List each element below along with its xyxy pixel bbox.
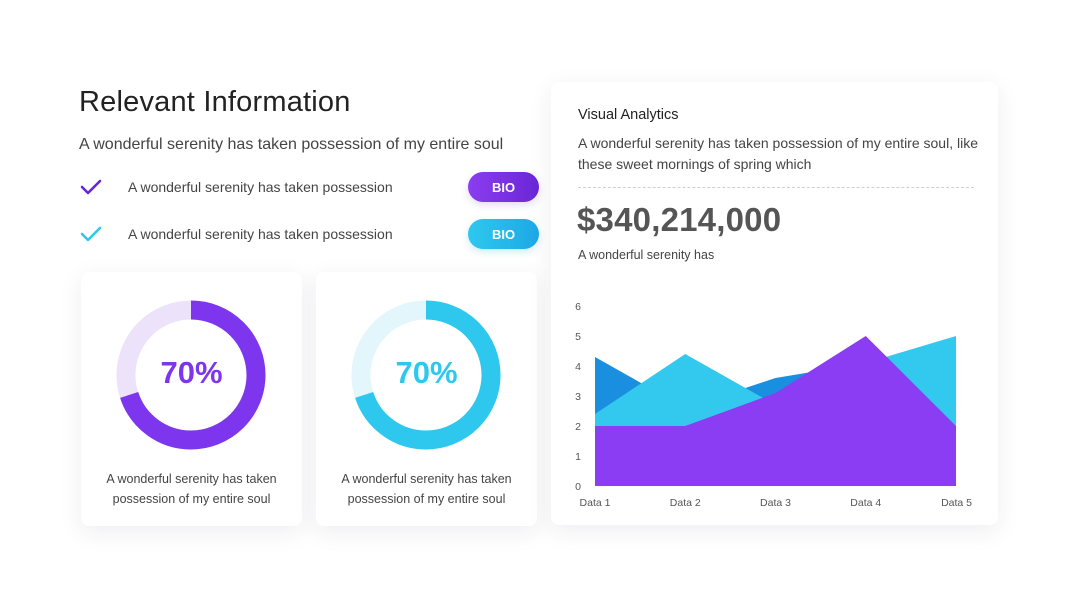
x-tick-label: Data 4 [850,497,881,509]
amount-caption: A wonderful serenity has [578,248,715,262]
y-tick-label: 4 [575,361,581,373]
donut-card-2: 70% A wonderful serenity has taken posse… [316,272,537,526]
donut-caption: A wonderful serenity has taken possessio… [106,472,277,506]
donut-caption: A wonderful serenity has taken possessio… [341,472,512,506]
y-tick-label: 5 [575,331,581,343]
y-tick-label: 2 [575,421,581,433]
area-chart: 0 1 2 3 4 5 6 Data 1 Data 2 Data 3 Data 4 Data 5 [575,301,972,509]
divider [578,187,974,188]
bio-button[interactable]: BIO [468,219,539,249]
donut-chart [116,300,266,450]
y-tick-label: 1 [575,451,581,463]
info-row-text: A wonderful serenity has taken possessio… [128,179,393,195]
check-icon [80,226,102,242]
info-row-text: A wonderful serenity has taken possessio… [128,226,393,242]
check-icon [80,179,102,195]
y-tick-label: 6 [575,301,581,313]
page-subtitle: A wonderful serenity has taken possessio… [79,136,504,153]
y-tick-label: 3 [575,391,581,403]
x-tick-label: Data 2 [670,497,701,509]
page-title: Relevant Information [79,86,351,118]
analytics-card: Visual Analytics A wonderful serenity ha… [551,82,998,525]
analytics-description: A wonderful serenity has taken possessio… [578,135,978,172]
info-row-2: A wonderful serenity has taken possessio… [79,219,539,251]
donut-card-1: 70% A wonderful serenity has taken posse… [81,272,302,526]
x-tick-label: Data 3 [760,497,791,509]
x-tick-label: Data 1 [580,497,611,509]
info-row-1: A wonderful serenity has taken possessio… [79,172,539,204]
donut-progress [116,300,266,450]
analytics-amount: $340,214,000 [577,201,782,238]
x-tick-label: Data 5 [941,497,972,509]
donut-percent-label: 70% [395,355,458,390]
donut-chart [351,300,501,450]
y-tick-label: 0 [575,481,581,493]
area-series [595,336,956,486]
donut-progress [351,300,501,450]
analytics-title: Visual Analytics [578,107,679,123]
donut-percent-label: 70% [160,355,223,390]
bio-button[interactable]: BIO [468,172,539,202]
